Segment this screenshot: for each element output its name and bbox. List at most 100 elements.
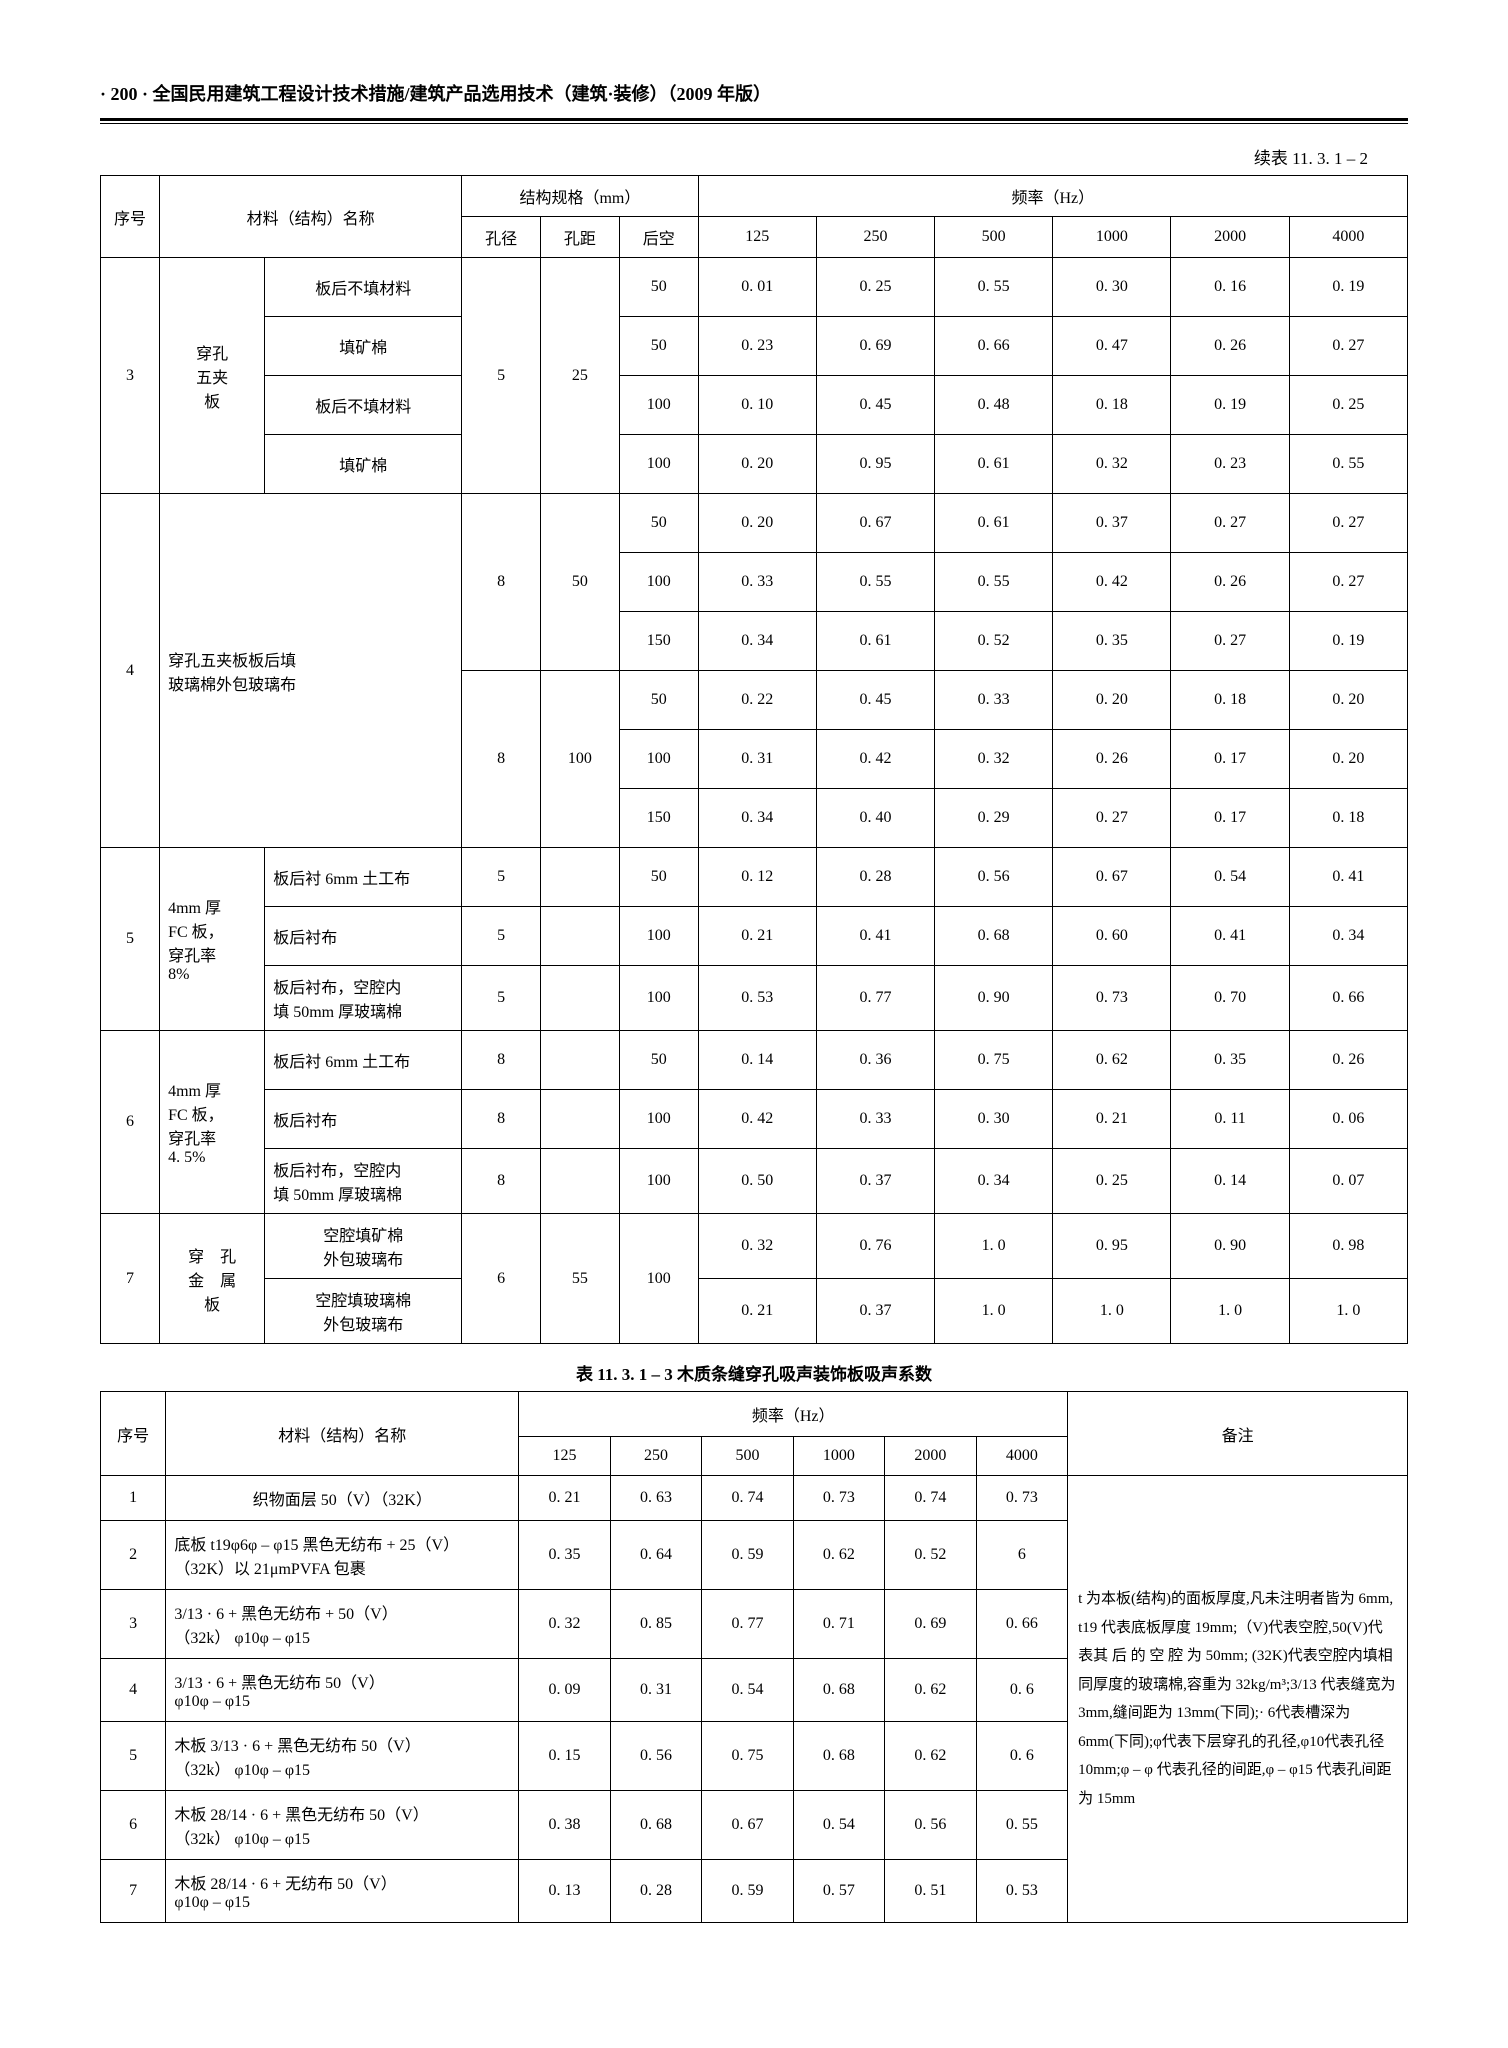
th-4000: 4000	[1289, 217, 1407, 258]
cell-v: 1. 0	[935, 1279, 1053, 1344]
th-250: 250	[816, 217, 934, 258]
cell-v: 0. 74	[702, 1476, 793, 1521]
cell-v: 0. 01	[698, 258, 816, 317]
cell-v: 0. 42	[816, 730, 934, 789]
cell-seq: 5	[101, 848, 160, 1031]
cell-v: 0. 69	[885, 1590, 976, 1659]
cell-v: 1. 0	[935, 1214, 1053, 1279]
cell-back: 50	[619, 494, 698, 553]
cell-v: 0. 17	[1171, 730, 1289, 789]
cell-v: 0. 75	[702, 1722, 793, 1791]
cell-v: 0. 41	[1289, 848, 1407, 907]
table1-header-row1: 序号 材料（结构）名称 结构规格（mm） 频率（Hz）	[101, 176, 1408, 217]
cell-v: 0. 26	[1171, 317, 1289, 376]
cell-v: 0. 34	[935, 1149, 1053, 1214]
th-hole-dia: 孔径	[462, 217, 541, 258]
th-seq: 序号	[101, 176, 160, 258]
cell-v: 0. 68	[610, 1791, 701, 1860]
cell-v: 0. 26	[1289, 1031, 1407, 1090]
cell-name: 穿孔 五夹 板	[160, 258, 265, 494]
cell-back: 150	[619, 789, 698, 848]
cell-v: 0. 6	[976, 1659, 1067, 1722]
cell-v: 0. 27	[1171, 494, 1289, 553]
cell-back: 100	[619, 1090, 698, 1149]
cell-v: 0. 21	[1053, 1090, 1171, 1149]
cell-v: 0. 37	[1053, 494, 1171, 553]
cell-v: 0. 48	[935, 376, 1053, 435]
cell-v: 0. 55	[935, 258, 1053, 317]
cell-v: 0. 26	[1171, 553, 1289, 612]
cell-v: 1. 0	[1053, 1279, 1171, 1344]
cell-dist	[541, 1031, 620, 1090]
cell-v: 0. 27	[1053, 789, 1171, 848]
cell-desc: 板后衬布	[265, 1090, 462, 1149]
cell-dia: 8	[462, 1090, 541, 1149]
cell-v: 0. 28	[816, 848, 934, 907]
table-row: 板后衬布 5 100 0. 210. 410. 680. 600. 410. 3…	[101, 907, 1408, 966]
cell-v: 0. 07	[1289, 1149, 1407, 1214]
cell-v: 0. 23	[698, 317, 816, 376]
cell-v: 0. 73	[976, 1476, 1067, 1521]
cell-v: 0. 55	[976, 1791, 1067, 1860]
cell-v: 0. 34	[698, 612, 816, 671]
cell-dia: 5	[462, 848, 541, 907]
cell-v: 0. 25	[1053, 1149, 1171, 1214]
cell-v: 0. 55	[816, 553, 934, 612]
cell-v: 0. 47	[1053, 317, 1171, 376]
cell-dist: 55	[541, 1214, 620, 1344]
cell-v: 0. 18	[1289, 789, 1407, 848]
cell-v: 0. 19	[1289, 612, 1407, 671]
cell-back: 150	[619, 612, 698, 671]
cell-desc: 板后衬 6mm 土工布	[265, 1031, 462, 1090]
cell-dia: 8	[462, 1149, 541, 1214]
cell-v: 0. 90	[935, 966, 1053, 1031]
cell-desc: 填矿棉	[265, 435, 462, 494]
cell-v: 0. 14	[698, 1031, 816, 1090]
cell-v: 0. 64	[610, 1521, 701, 1590]
table1-caption: 续表 11. 3. 1 – 2	[100, 144, 1368, 169]
cell-v: 0. 20	[1289, 730, 1407, 789]
cell-seq: 7	[101, 1860, 166, 1923]
cell-v: 0. 62	[885, 1722, 976, 1791]
cell-v: 0. 19	[1171, 376, 1289, 435]
cell-v: 0. 22	[698, 671, 816, 730]
cell-v: 0. 67	[702, 1791, 793, 1860]
cell-desc: 填矿棉	[265, 317, 462, 376]
cell-v: 0. 27	[1289, 553, 1407, 612]
table-row: 板后衬布 8 100 0. 420. 330. 300. 210. 110. 0…	[101, 1090, 1408, 1149]
cell-desc: 空腔填矿棉 外包玻璃布	[265, 1214, 462, 1279]
cell-name: 木板 28/14 · 6 + 黑色无纺布 50（V） （32k） φ10φ – …	[166, 1791, 519, 1860]
cell-v: 0. 77	[702, 1590, 793, 1659]
cell-back: 100	[619, 553, 698, 612]
cell-v: 0. 68	[793, 1659, 884, 1722]
cell-v: 0. 31	[610, 1659, 701, 1722]
cell-dia: 8	[462, 494, 541, 671]
cell-v: 0. 77	[816, 966, 934, 1031]
th-250: 250	[610, 1437, 701, 1476]
cell-name: 4mm 厚 FC 板， 穿孔率 4. 5%	[160, 1031, 265, 1214]
cell-v: 0. 37	[816, 1149, 934, 1214]
cell-v: 0. 62	[793, 1521, 884, 1590]
cell-dist	[541, 1090, 620, 1149]
cell-v: 0. 11	[1171, 1090, 1289, 1149]
cell-v: 0. 67	[1053, 848, 1171, 907]
cell-back: 50	[619, 848, 698, 907]
cell-v: 1. 0	[1171, 1279, 1289, 1344]
cell-v: 0. 15	[519, 1722, 610, 1791]
cell-dia: 6	[462, 1214, 541, 1344]
cell-v: 0. 23	[1171, 435, 1289, 494]
cell-dia: 8	[462, 671, 541, 848]
cell-v: 0. 60	[1053, 907, 1171, 966]
cell-v: 0. 28	[610, 1860, 701, 1923]
cell-v: 0. 45	[816, 671, 934, 730]
cell-dia: 8	[462, 1031, 541, 1090]
cell-name: 3/13 · 6 + 黑色无纺布 + 50（V） （32k） φ10φ – φ1…	[166, 1590, 519, 1659]
th-2000: 2000	[1171, 217, 1289, 258]
cell-dist	[541, 966, 620, 1031]
cell-v: 0. 31	[698, 730, 816, 789]
cell-v: 0. 12	[698, 848, 816, 907]
table-row: 7 穿 孔 金 属 板 空腔填矿棉 外包玻璃布 6 55 100 0. 320.…	[101, 1214, 1408, 1279]
cell-v: 0. 34	[698, 789, 816, 848]
cell-desc: 板后衬布，空腔内 填 50mm 厚玻璃棉	[265, 966, 462, 1031]
cell-v: 0. 32	[935, 730, 1053, 789]
